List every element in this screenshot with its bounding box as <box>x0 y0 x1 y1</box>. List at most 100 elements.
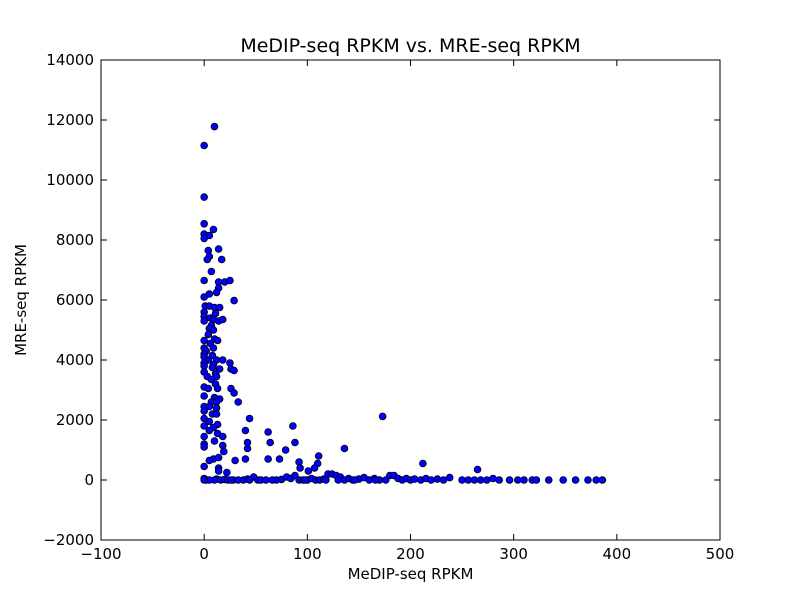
data-point <box>200 443 208 451</box>
data-point <box>245 476 254 484</box>
x-tick-label: 300 <box>499 545 528 563</box>
data-point <box>219 447 228 456</box>
data-point <box>200 193 208 201</box>
data-point <box>209 225 218 234</box>
data-point <box>334 476 343 484</box>
data-point <box>532 476 541 484</box>
data-point <box>350 476 359 484</box>
data-point <box>200 317 208 325</box>
data-point <box>230 389 238 397</box>
data-point <box>464 476 473 484</box>
data-point <box>473 465 482 474</box>
data-point <box>203 255 212 264</box>
data-point <box>200 276 208 285</box>
data-point <box>200 462 208 471</box>
x-axis-ticks: −100 0 100 200 300 400 500 <box>80 60 734 563</box>
data-point <box>205 426 214 435</box>
data-point <box>200 234 208 243</box>
y-axis-ticks: −2000 0 2000 4000 6000 8000 10000 12000 14000 <box>43 51 720 549</box>
x-tick-label: 500 <box>706 545 735 563</box>
data-point <box>200 432 208 441</box>
data-point <box>207 267 216 276</box>
data-point <box>243 444 252 453</box>
data-point <box>489 474 497 483</box>
data-point <box>226 276 234 285</box>
x-tick-label: 400 <box>603 545 632 563</box>
data-point <box>544 476 553 484</box>
data-point <box>301 476 310 484</box>
data-point <box>322 476 330 484</box>
data-point <box>264 455 272 463</box>
y-tick-label: −2000 <box>43 531 94 549</box>
data-point <box>208 363 217 372</box>
data-point <box>200 336 208 345</box>
data-point <box>458 476 466 484</box>
data-point <box>213 384 222 393</box>
data-point <box>268 476 277 484</box>
data-point <box>592 476 600 484</box>
data-point <box>433 475 442 483</box>
data-point <box>205 402 214 411</box>
data-point <box>205 456 214 465</box>
data-point <box>378 412 387 421</box>
data-point <box>214 453 223 462</box>
data-point <box>483 476 491 484</box>
data-point <box>212 410 221 418</box>
data-point <box>598 476 607 484</box>
data-point <box>218 432 227 441</box>
data-point <box>314 452 323 460</box>
data-point <box>476 476 485 484</box>
y-tick-label: 4000 <box>56 351 94 369</box>
y-tick-label: 0 <box>84 471 94 489</box>
data-point <box>281 446 290 454</box>
data-point <box>439 476 448 484</box>
data-point <box>212 288 221 297</box>
data-point <box>419 459 427 468</box>
data-point <box>204 330 213 339</box>
data-point <box>513 476 522 484</box>
data-point <box>200 293 208 301</box>
data-point <box>266 438 274 447</box>
data-point <box>200 476 208 484</box>
y-tick-label: 12000 <box>46 111 94 129</box>
data-point <box>213 336 222 345</box>
data-point <box>217 255 226 264</box>
data-point <box>215 303 224 312</box>
x-axis-label: MeDIP-seq RPKM <box>348 565 474 583</box>
data-point <box>209 344 218 352</box>
data-point <box>571 476 580 484</box>
y-tick-label: 6000 <box>56 291 94 309</box>
data-point <box>304 467 313 475</box>
data-point <box>230 296 238 305</box>
y-tick-label: 2000 <box>56 411 94 429</box>
data-point <box>241 455 250 463</box>
chart-title: MeDIP-seq RPKM vs. MRE-seq RPKM <box>240 35 580 57</box>
data-point <box>200 392 208 400</box>
data-point <box>218 356 227 364</box>
data-point <box>289 422 297 430</box>
data-point <box>205 417 214 426</box>
plot-area <box>101 60 720 540</box>
data-point <box>410 475 419 483</box>
data-point <box>231 456 239 465</box>
data-point <box>427 476 435 484</box>
data-point <box>371 476 380 484</box>
data-point <box>214 467 223 475</box>
data-point <box>230 366 238 375</box>
x-tick-label: 100 <box>293 545 322 563</box>
data-point <box>204 384 213 393</box>
x-tick-label: −100 <box>80 545 121 563</box>
data-point <box>296 464 304 472</box>
data-point <box>209 326 218 334</box>
data-point <box>227 476 235 484</box>
data-point <box>291 438 299 447</box>
data-point <box>495 476 504 484</box>
data-point <box>234 398 243 406</box>
data-point <box>262 476 270 484</box>
data-point <box>559 476 567 484</box>
data-point <box>584 476 592 484</box>
data-point <box>218 315 227 324</box>
y-axis-label: MRE-seq RPKM <box>12 244 30 356</box>
data-point <box>264 428 272 436</box>
